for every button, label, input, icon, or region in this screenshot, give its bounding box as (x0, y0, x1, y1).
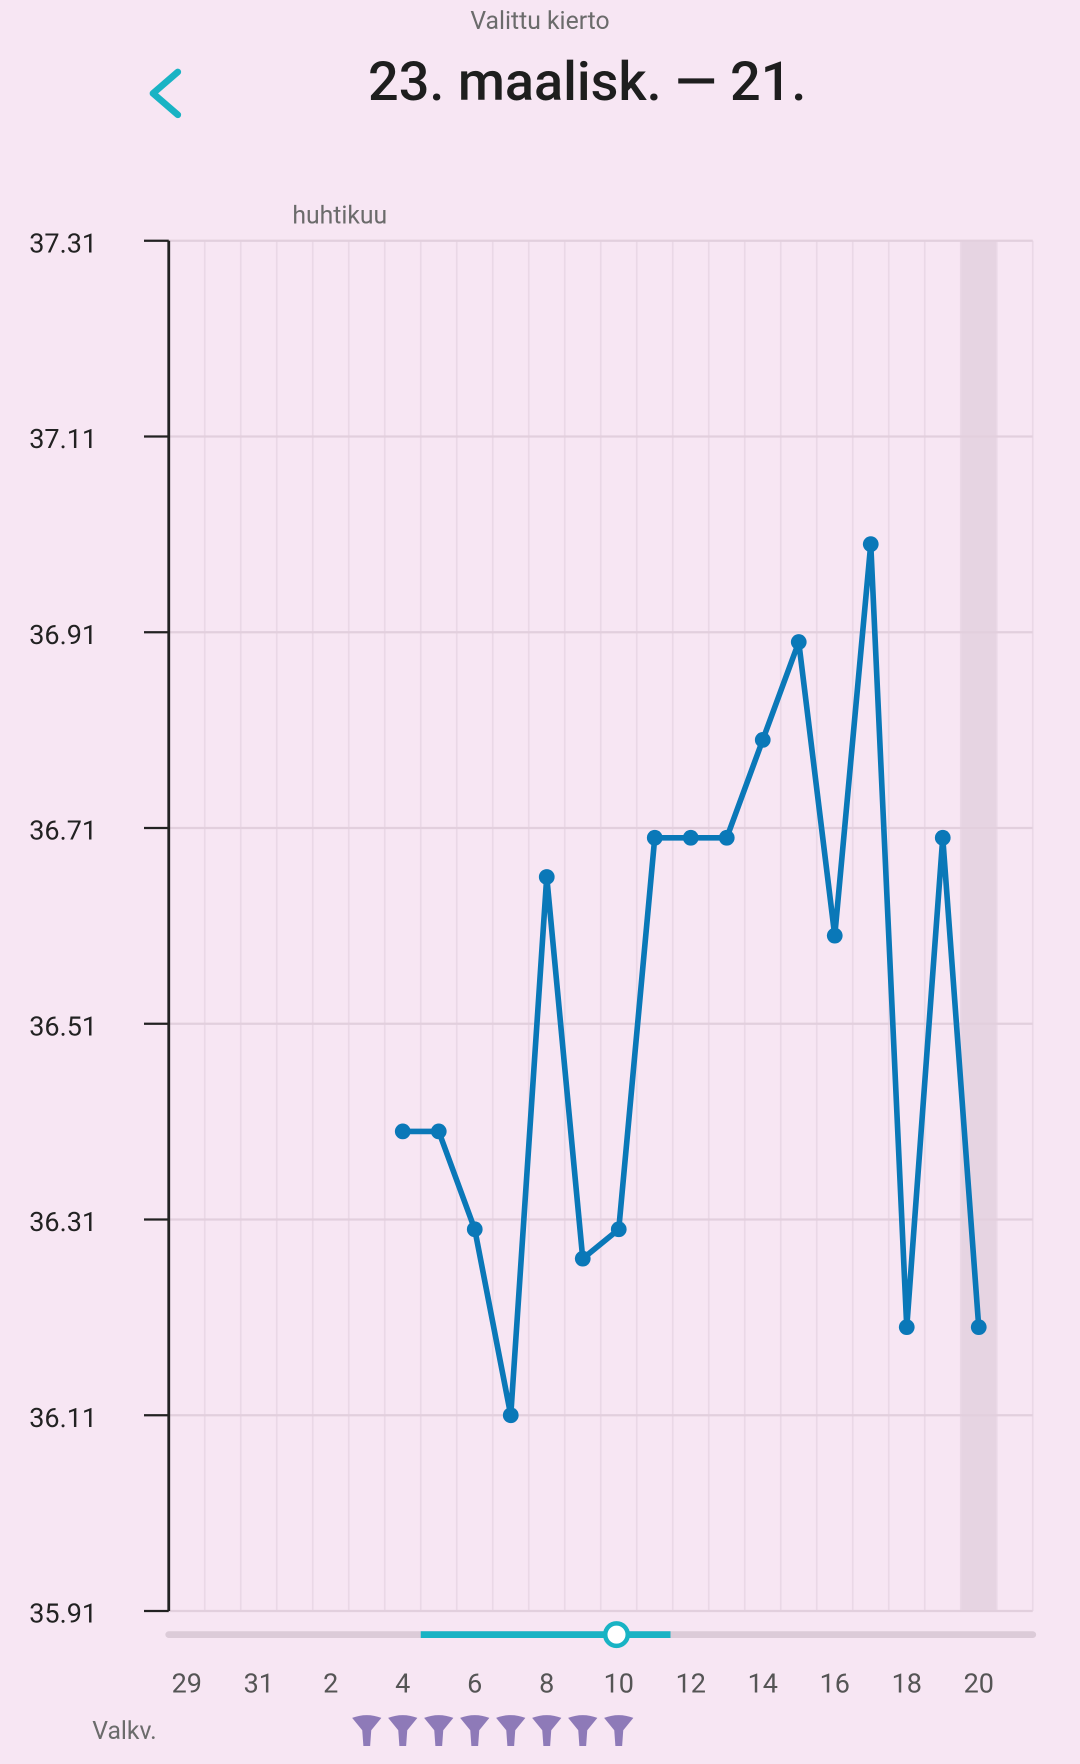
x-tick-label: 14 (748, 1667, 778, 1699)
x-tick-label: 12 (676, 1667, 706, 1699)
mucus-icon (460, 1715, 490, 1746)
y-tick-label: 36.31 (29, 1206, 97, 1238)
mucus-icon (532, 1715, 562, 1746)
point (862, 536, 879, 553)
line (402, 541, 982, 1419)
mucus-icon (424, 1715, 454, 1746)
point (790, 634, 807, 650)
x-tick-label: 16 (820, 1667, 850, 1699)
point (466, 1221, 483, 1238)
title: 23. maalisk. — 21. (368, 51, 806, 114)
point (898, 1319, 915, 1336)
y-tick-label: 36.91 (29, 619, 97, 651)
point (682, 829, 699, 846)
point (970, 1319, 987, 1336)
x-tick-label: 6 (467, 1667, 482, 1699)
point (934, 829, 951, 846)
x-tick-label: 10 (604, 1667, 634, 1699)
x-tick-label: 4 (395, 1667, 410, 1699)
mucus-icon (352, 1715, 382, 1746)
mucus-icon (496, 1715, 526, 1746)
x-tick-label: 29 (172, 1667, 202, 1699)
x-tick-label: 20 (964, 1667, 994, 1699)
y-tick-label: 37.11 (29, 423, 97, 455)
point (430, 1123, 447, 1140)
back-button[interactable] (149, 68, 182, 119)
x-tick-label: 2 (323, 1667, 338, 1699)
point (610, 1221, 627, 1238)
y-tick-label: 35.91 (29, 1598, 97, 1630)
y-tick-label: 36.51 (29, 1010, 97, 1042)
slider-knob[interactable] (603, 1621, 630, 1649)
point (538, 869, 555, 885)
point (718, 829, 735, 846)
y-tick-label: 37.31 (29, 227, 97, 259)
point (754, 732, 771, 748)
x-tick-label: 31 (244, 1667, 274, 1699)
mucus-icon (568, 1715, 598, 1746)
x-tick-label: 8 (539, 1667, 554, 1699)
mucus-icon (388, 1715, 418, 1746)
row-label: Valkv. (92, 1717, 156, 1746)
highlight-column (960, 240, 997, 1611)
y-tick-label: 36.71 (29, 815, 97, 847)
point (646, 829, 663, 846)
point (502, 1407, 519, 1424)
point (394, 1123, 411, 1140)
point (574, 1250, 591, 1267)
y-tick-label: 36.11 (29, 1402, 97, 1434)
point (826, 927, 843, 944)
mucus-icon (604, 1715, 634, 1746)
x-tick-label: 18 (892, 1667, 922, 1699)
subtitle: Valittu kierto (470, 7, 609, 36)
month-label: huhtikuu (292, 202, 387, 231)
